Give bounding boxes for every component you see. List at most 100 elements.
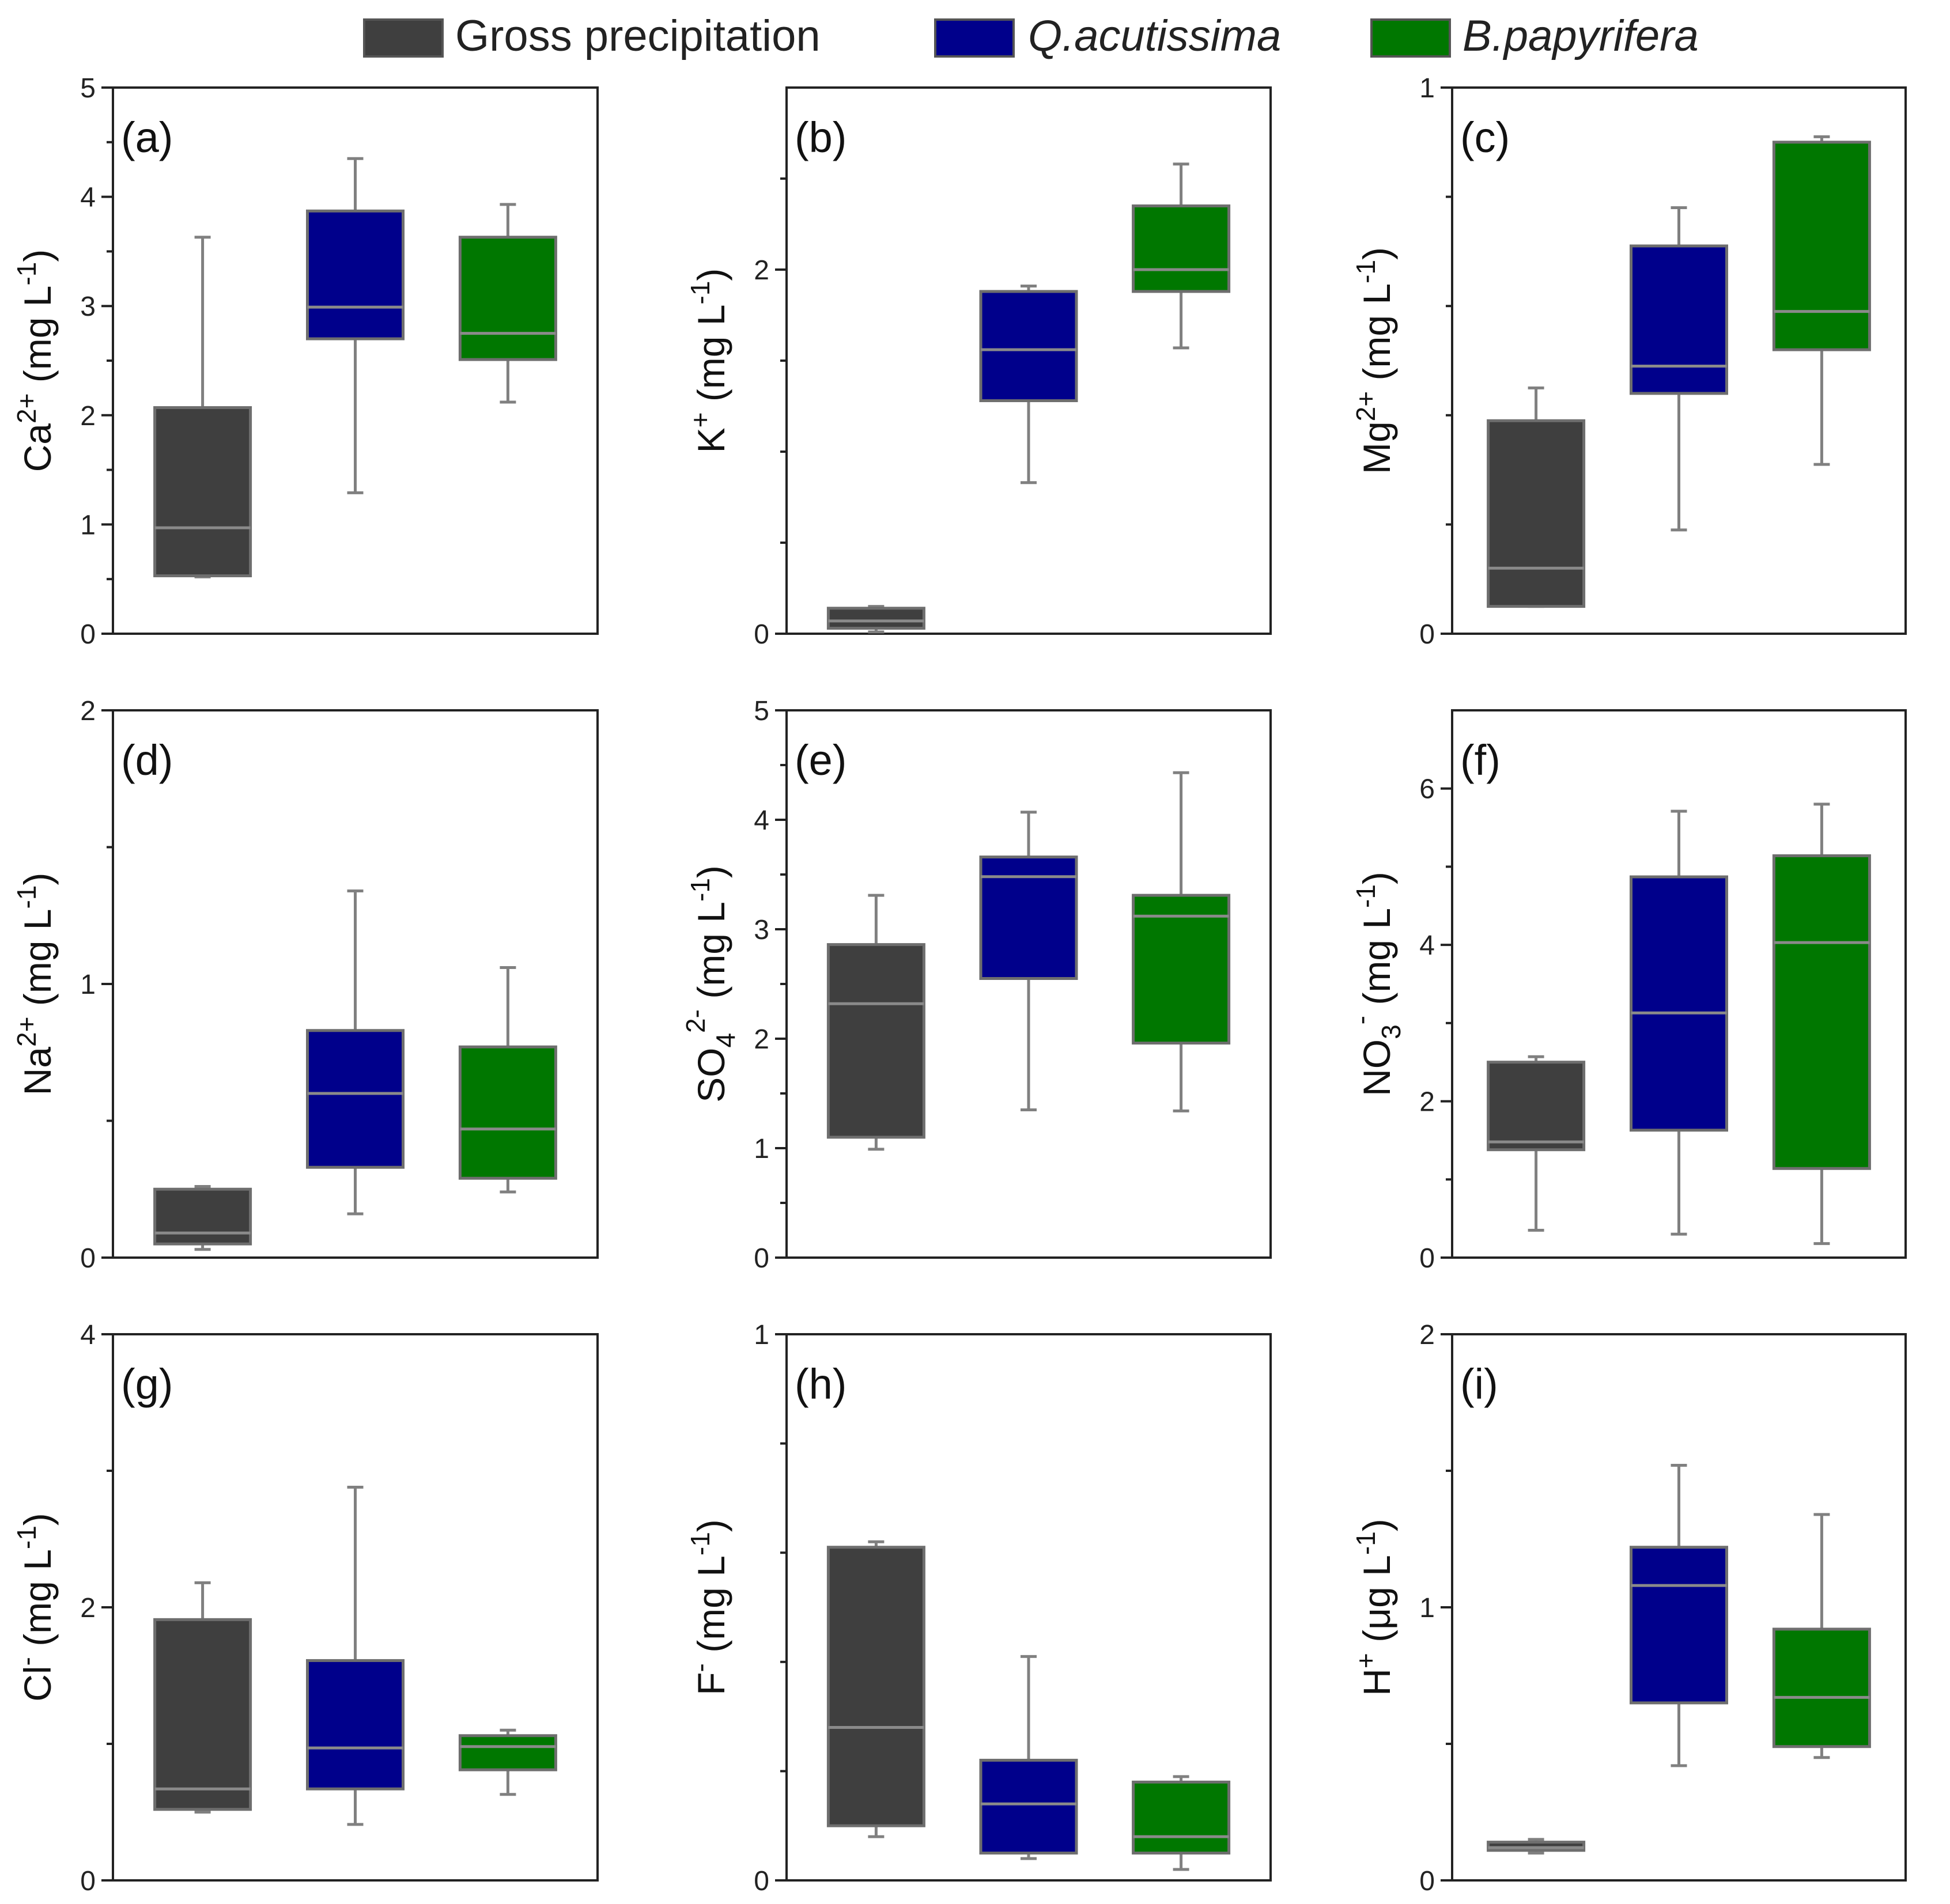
tick-label: 0 <box>1419 619 1435 650</box>
y-label-base: K <box>690 427 732 453</box>
y-axis-label: K+ (mg L-1) <box>685 268 732 453</box>
y-label-close: ) <box>1355 1519 1398 1531</box>
panel-label: (b) <box>795 113 846 161</box>
tick-label: 2 <box>754 255 769 286</box>
box-2 <box>306 1485 405 1826</box>
box-1 <box>826 894 925 1151</box>
panel-a: 0 1 2 3 4 5 (a) Ca2+ (mg L-1) <box>12 73 599 650</box>
tick-label: 1 <box>80 970 96 1000</box>
tick-label: 6 <box>1419 774 1435 805</box>
box-1 <box>153 1185 252 1251</box>
tick-label: 0 <box>80 619 96 650</box>
tick-label: 1 <box>1419 1593 1435 1623</box>
tick-label: 2 <box>80 696 96 726</box>
iqr-box <box>458 1045 557 1180</box>
iqr-box <box>826 607 925 630</box>
y-label-close: ) <box>16 873 59 885</box>
iqr-box <box>458 236 557 361</box>
box-2 <box>1630 1464 1728 1767</box>
box-2 <box>306 157 405 494</box>
y-label-close: ) <box>16 1513 59 1526</box>
tick-label: 0 <box>80 1243 96 1274</box>
y-label-superscript: - <box>12 1657 41 1665</box>
box-1 <box>826 1540 925 1838</box>
box-1 <box>153 236 252 578</box>
tick-label: 4 <box>80 183 96 213</box>
iqr-box <box>979 1758 1078 1855</box>
panel-label: (g) <box>121 1360 173 1408</box>
y-label-close: ) <box>690 865 732 878</box>
legend-label-2: Q.acutissima <box>1028 12 1281 60</box>
y-label-base: NO <box>1355 1039 1398 1096</box>
y-label-superscript: + <box>685 412 715 428</box>
legend-label-3: B.papyrifera <box>1462 12 1699 60</box>
y-axis-label: Ca2+ (mg L-1) <box>12 249 59 472</box>
tick-label: 2 <box>1419 1320 1435 1350</box>
box-3 <box>458 203 557 404</box>
y-label-base: Na <box>16 1047 59 1096</box>
iqr-box <box>1630 244 1728 395</box>
panel-c: 0 1 (c) Mg2+ (mg L-1) <box>1351 73 1907 650</box>
box-1 <box>153 1581 252 1814</box>
iqr-box <box>306 1029 405 1169</box>
y-axis-label: SO42- (mg L-1) <box>681 865 740 1103</box>
legend-swatch-2 <box>934 18 1015 58</box>
iqr-box <box>1487 419 1586 608</box>
tick-label: 2 <box>80 1593 96 1623</box>
iqr-box <box>1772 141 1871 351</box>
iqr-box <box>458 1734 557 1771</box>
tick-label: 1 <box>754 1134 769 1164</box>
iqr-box <box>1487 1061 1586 1152</box>
iqr-box <box>979 290 1078 403</box>
tick-label: 3 <box>80 292 96 322</box>
iqr-box <box>1132 894 1231 1045</box>
y-label-base: Cl <box>16 1665 59 1701</box>
iqr-box <box>1630 1546 1728 1705</box>
y-axis-label: Cl- (mg L-1) <box>12 1513 59 1702</box>
tick-label: 0 <box>1419 1866 1435 1897</box>
y-label-superscript: 2- <box>681 1009 711 1033</box>
panel-f: 0 2 4 6 (f) NO3- (mg L-1) <box>1346 709 1907 1274</box>
tick-label: 4 <box>80 1320 96 1350</box>
box-3 <box>1132 771 1231 1112</box>
box-2 <box>979 284 1078 484</box>
tick-label: 2 <box>754 1024 769 1055</box>
y-label-close: ) <box>1355 872 1398 884</box>
y-label-subscript: 4 <box>711 1033 740 1048</box>
box-3 <box>1132 1775 1231 1871</box>
tick-label: 1 <box>80 510 96 540</box>
panel-h: 0 1 (h) F- (mg L-1) <box>685 1320 1272 1897</box>
y-label-unit-superscript: -1 <box>1351 260 1381 283</box>
tick-label: 1 <box>1419 73 1435 104</box>
panel-i: 0 1 2 (i) H+ (μg L-1) <box>1351 1320 1907 1897</box>
iqr-box <box>1132 204 1231 293</box>
y-label-superscript: 2+ <box>1351 391 1381 421</box>
y-axis-label: Mg2+ (mg L-1) <box>1351 247 1398 474</box>
y-label-unit: (mg L <box>1355 908 1398 1016</box>
y-label-superscript: 2+ <box>12 393 41 423</box>
tick-label: 0 <box>1419 1243 1435 1274</box>
panel-label: (a) <box>121 113 173 161</box>
y-label-unit-superscript: -1 <box>1351 884 1381 908</box>
y-label-unit: (mg L <box>16 1549 59 1657</box>
y-label-unit-superscript: -1 <box>685 878 715 902</box>
box-2 <box>979 811 1078 1111</box>
tick-label: 0 <box>754 1866 769 1897</box>
panel-label: (d) <box>121 736 173 784</box>
legend-swatch-3 <box>1370 18 1451 58</box>
iqr-box <box>826 1546 925 1827</box>
y-label-base: SO <box>690 1048 732 1103</box>
box-3 <box>1772 135 1871 466</box>
box-1 <box>1487 1055 1586 1232</box>
box-1 <box>826 605 925 634</box>
iqr-box <box>1772 1627 1871 1748</box>
panel-d: 0 1 2 (d) Na2+ (mg L-1) <box>12 696 599 1274</box>
panel-label: (h) <box>795 1360 846 1408</box>
panel-g: 0 2 4 (g) Cl- (mg L-1) <box>12 1320 599 1897</box>
tick-label: 2 <box>80 401 96 431</box>
y-label-base: Ca <box>16 423 59 472</box>
legend-label-1: Gross precipitation <box>455 12 821 60</box>
y-label-superscript: - <box>685 1663 715 1672</box>
y-label-superscript: 2+ <box>12 1017 41 1047</box>
iqr-box <box>306 209 405 340</box>
